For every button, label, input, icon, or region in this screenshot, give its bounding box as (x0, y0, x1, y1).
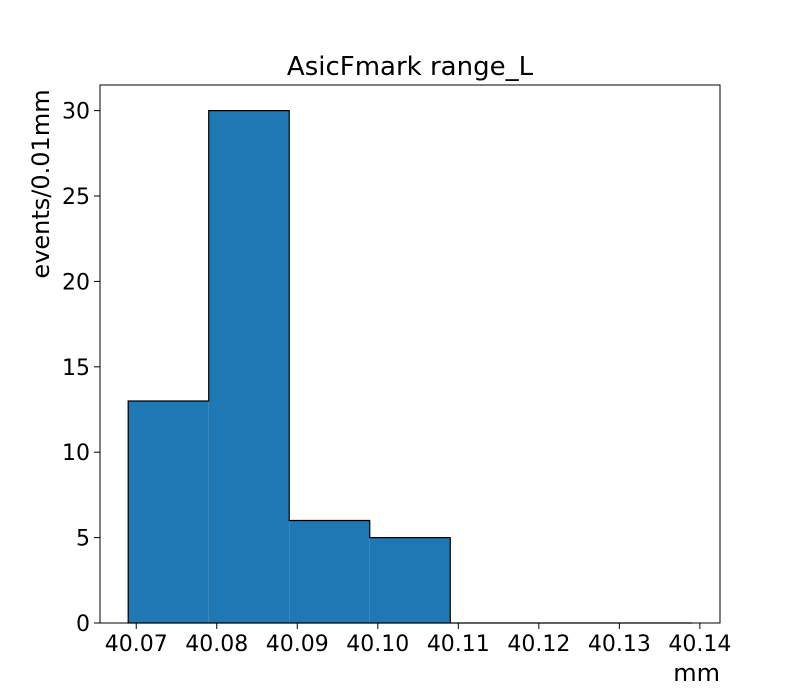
chart-title: AsicFmark range_L (287, 52, 534, 82)
x-tick-label-7: 40.14 (668, 632, 731, 657)
bars-group (127, 110, 692, 624)
y-axis: 0 5 10 15 20 25 30 (62, 100, 100, 637)
y-tick-label-2: 10 (62, 441, 90, 466)
histogram-bar-3 (369, 537, 451, 623)
y-tick-label-1: 5 (76, 527, 90, 552)
y-tick-label-4: 20 (62, 270, 90, 295)
x-axis-label: mm (673, 659, 720, 687)
x-tick-label-2: 40.09 (266, 632, 329, 657)
histogram-bar-1 (208, 110, 290, 624)
x-axis: 40.07 40.08 40.09 40.10 40.11 40.12 40.13 40.14 (105, 623, 731, 657)
histogram-bar-2 (289, 520, 370, 623)
x-tick-label-3: 40.10 (346, 632, 409, 657)
plot-area-frame (99, 84, 721, 624)
y-tick-label-3: 15 (62, 356, 90, 381)
y-tick-label-5: 25 (62, 185, 90, 210)
x-tick-label-6: 40.13 (588, 632, 651, 657)
y-tick-label-6: 30 (62, 100, 90, 125)
x-tick-label-5: 40.12 (507, 632, 570, 657)
x-tick-label-0: 40.07 (105, 632, 168, 657)
y-tick-label-0: 0 (76, 612, 90, 637)
x-tick-label-1: 40.08 (185, 632, 248, 657)
histogram-bar-0 (128, 400, 209, 623)
y-axis-label: events/0.01mm (27, 89, 55, 278)
x-tick-label-4: 40.11 (427, 632, 490, 657)
